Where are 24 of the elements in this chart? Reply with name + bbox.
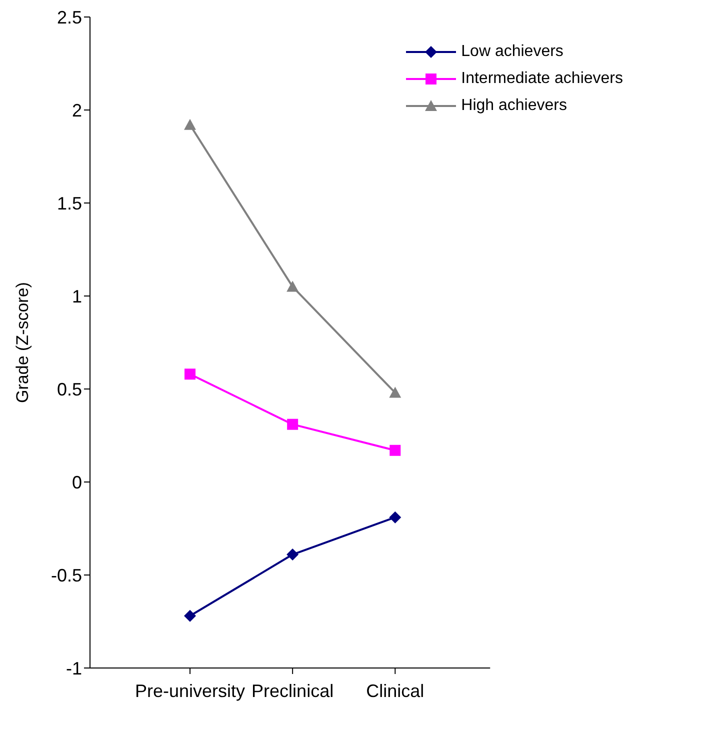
- x-tick-label: Preclinical: [252, 680, 334, 701]
- x-tick-label: Clinical: [366, 680, 424, 701]
- point: [389, 511, 402, 524]
- point: [184, 118, 196, 130]
- point: [184, 368, 196, 380]
- point: [389, 386, 402, 398]
- y-tick-label: 1: [72, 286, 82, 306]
- point: [184, 610, 196, 622]
- y-tick-label: 0.5: [56, 379, 82, 400]
- y-tick-label: 0: [72, 472, 82, 492]
- point: [286, 548, 299, 561]
- x-tick-label: Pre-university: [134, 680, 246, 701]
- point: [390, 444, 401, 456]
- point: [286, 280, 299, 292]
- legend-label: Intermediate achievers: [461, 70, 623, 88]
- legend-label: High achievers: [461, 96, 567, 114]
- y-tick-label: 2.5: [56, 7, 82, 28]
- y-tick-label: 2: [72, 100, 82, 120]
- y-tick-label: -1: [66, 658, 82, 678]
- y-axis-title: Grade (Z-score): [13, 282, 32, 403]
- y-tick-label: 1.5: [56, 193, 82, 214]
- legend-label: Low achievers: [461, 42, 564, 60]
- point: [287, 418, 298, 430]
- y-tick-label: -0.5: [50, 565, 82, 586]
